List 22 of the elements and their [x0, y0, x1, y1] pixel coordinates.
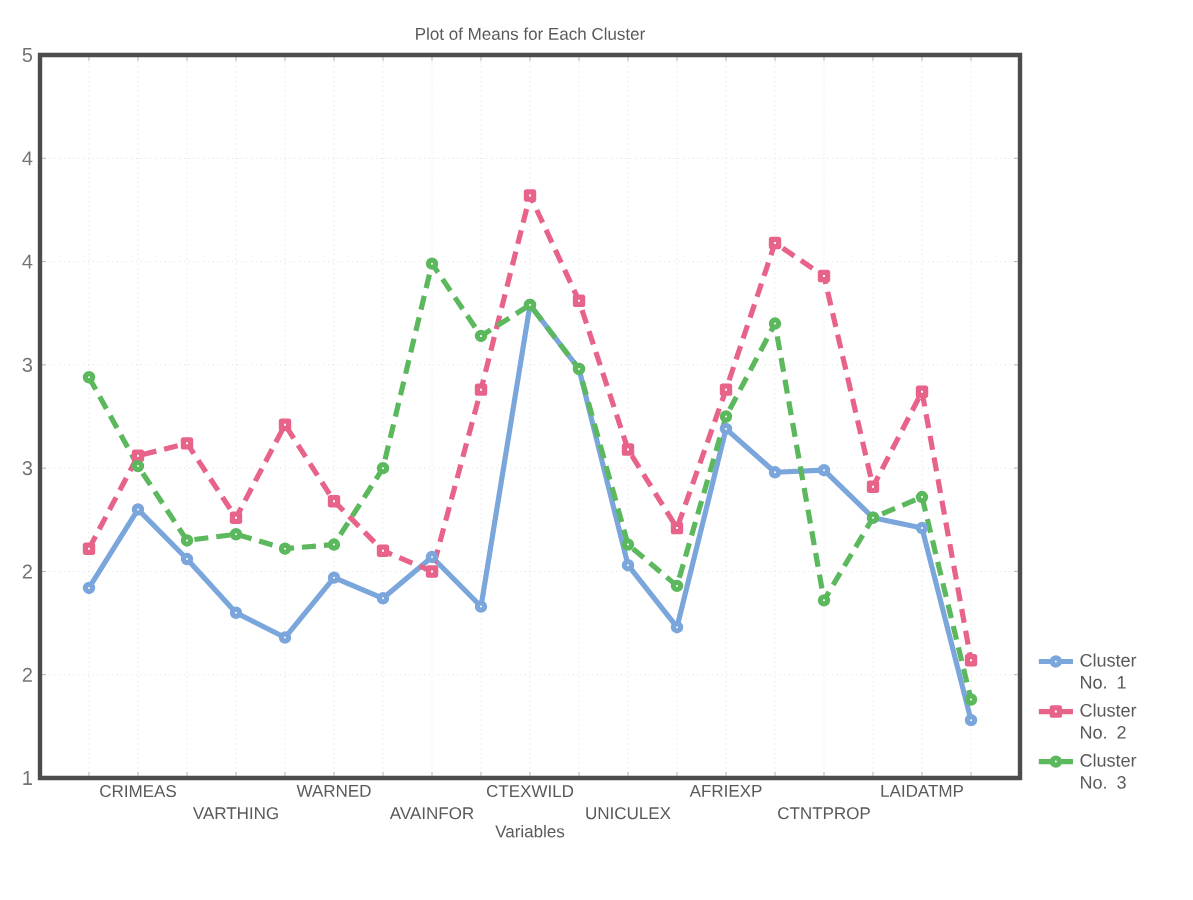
chart-title: Plot of Means for Each Cluster: [416, 27, 645, 40]
x-tick-label: AVAINFOR: [389, 807, 474, 820]
legend-label: Cluster No. 2: [1080, 703, 1137, 739]
y-tick-label: 4: [22, 254, 33, 269]
y-tick-label: 2: [22, 564, 32, 579]
y-tick-label: 1: [23, 771, 32, 785]
y-tick-label: 5: [22, 48, 33, 62]
x-tick-label: UNICULEX: [586, 807, 671, 820]
x-tick-label: AFRIEXP: [689, 785, 762, 797]
x-tick-label: WARNED: [296, 785, 371, 797]
y-tick-label: 3: [22, 461, 33, 476]
x-tick-label: LAIDATMP: [881, 785, 963, 797]
x-tick-label: CTEXWILD: [486, 785, 574, 798]
y-tick-label: 4: [22, 151, 33, 166]
x-axis-title: Variables: [495, 824, 565, 838]
x-tick-label: CRIMEAS: [100, 785, 176, 798]
legend-label: Cluster No. 3: [1080, 753, 1137, 789]
x-tick-label: CTNTPROP: [778, 807, 870, 820]
y-tick-label: 2: [22, 667, 32, 682]
y-tick-label: 3: [22, 357, 33, 372]
x-tick-label: VARTHING: [192, 807, 278, 820]
legend-label: Cluster No. 1: [1080, 653, 1137, 689]
